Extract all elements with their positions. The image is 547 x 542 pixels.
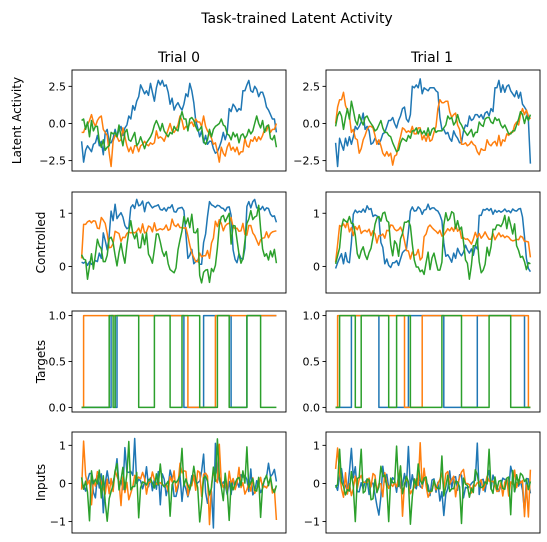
y-tick-label: 0.5: [49, 356, 67, 369]
y-tick-label: 0: [313, 260, 320, 273]
series-line-1: [334, 220, 532, 263]
y-tick-label: 2.5: [49, 80, 67, 93]
y-tick-label: 0.0: [303, 401, 321, 414]
y-tick-label: 2.5: [303, 80, 321, 93]
y-tick-label: 0.5: [303, 356, 321, 369]
panel-controlled-trial-0: 01: [59, 191, 287, 294]
panel-latent-activity-trial-0: −2.5 0.0 2.5: [39, 69, 287, 172]
axes-frame: [71, 69, 287, 172]
y-tick-label: 1: [313, 439, 320, 452]
panel-inputs-trial-0: −1 0 1: [50, 431, 287, 534]
row-label-inputs: Inputs: [34, 464, 48, 501]
axes-frame: [325, 69, 541, 172]
series-line-2: [81, 314, 277, 409]
panel-targets-trial-1: 0.0 0.5 1.0: [303, 310, 541, 414]
y-tick-label: −1: [304, 516, 320, 529]
panel-inputs-trial-1: −1 0 1: [304, 431, 541, 534]
y-tick-label: 1.0: [303, 310, 321, 323]
series-line-2: [80, 438, 278, 523]
column-title-trial-1: Trial 1: [410, 50, 453, 66]
figure-title: Task-trained Latent Activity: [200, 11, 392, 27]
row-label-controlled: Controlled: [34, 212, 48, 274]
axes-frame: [325, 191, 541, 294]
y-tick-label: −1: [50, 516, 66, 529]
y-tick-label: −2.5: [293, 155, 320, 168]
row-label-targets: Targets: [34, 340, 48, 384]
panel-latent-activity-trial-1: −2.5 0.0 2.5: [293, 69, 541, 172]
axes-frame: [71, 431, 287, 534]
y-tick-label: 0: [59, 477, 66, 490]
y-tick-label: −2.5: [39, 155, 66, 168]
panel-targets-trial-0: 0.0 0.5 1.0: [49, 310, 287, 414]
series-line-2: [334, 445, 532, 525]
y-tick-label: 0.0: [49, 117, 67, 130]
series-line-2: [334, 100, 532, 153]
row-label-latent-activity: Latent Activity: [10, 77, 24, 164]
panel-controlled-trial-1: 01: [313, 191, 541, 294]
series-line-0: [334, 442, 532, 517]
subplot-grid: Latent Activity −2.5 0.0 2.5 −2.5 0.0 2.5 Contr…: [10, 69, 541, 534]
axes-frame: [325, 431, 541, 534]
y-tick-label: 0: [59, 260, 66, 273]
y-tick-label: 1.0: [49, 310, 67, 323]
column-title-trial-0: Trial 0: [157, 50, 200, 66]
series-line-2: [81, 110, 278, 151]
series-line-2: [335, 314, 531, 409]
y-tick-label: 1: [313, 207, 320, 220]
axes-frame: [71, 191, 287, 294]
y-tick-label: 0.0: [303, 117, 321, 130]
series-line-0: [334, 203, 532, 273]
y-tick-label: 1: [59, 439, 66, 452]
series-line-2: [80, 204, 278, 284]
y-tick-label: 0.0: [49, 401, 67, 414]
y-tick-label: 0: [313, 477, 320, 490]
series-line-1: [80, 216, 277, 263]
series-line-1: [334, 91, 532, 166]
y-tick-label: 1: [59, 207, 66, 220]
series-line-2: [334, 210, 531, 280]
